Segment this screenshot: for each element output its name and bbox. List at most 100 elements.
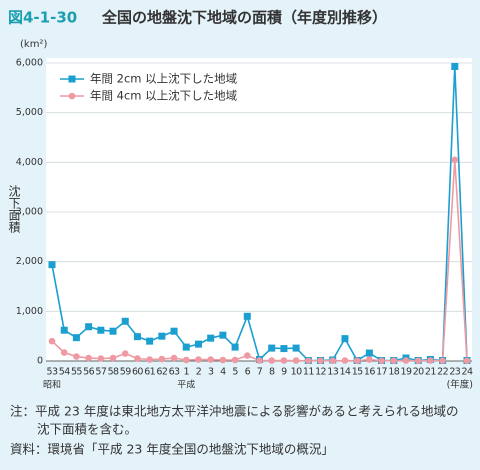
note: 沈下面積を含む。 [37,422,137,437]
x-tick-label: 23 [449,367,460,378]
x-tick-label: 3 [208,367,214,378]
marker [219,356,227,364]
x-tick-label: 12 [315,367,326,378]
marker [243,352,251,359]
marker [219,331,227,339]
x-tick-label: 63 [169,367,180,378]
marker [60,349,68,356]
marker [133,333,141,341]
marker [451,62,459,70]
x-tick-label: 59 [120,367,131,378]
x-tick-label: 14 [339,367,350,378]
marker [268,357,276,364]
y-axis-title: 沈下面積 [7,184,21,234]
x-tick-label: 20 [413,367,424,378]
marker [194,340,202,348]
x-tick-label: 2 [196,367,202,378]
legend-label: 年間 4cm 以上沈下した地域 [90,89,238,103]
era-label: 昭和 [43,380,61,391]
marker [158,355,166,363]
x-tick-label: 24 [462,367,473,378]
marker [48,337,56,345]
x-tick-label: 56 [83,367,94,378]
marker [48,261,56,269]
marker [365,349,373,357]
marker [146,337,154,345]
y-tick-label: 6,000 [16,58,43,69]
x-tick-label: 8 [269,367,275,378]
x-tick-label: 11 [303,367,314,378]
legend-marker [68,92,76,100]
marker [109,354,117,362]
marker [268,344,276,352]
marker [451,156,459,164]
x-tick-label: 13 [327,367,338,378]
x-tick-label: 22 [437,367,448,378]
marker [73,353,80,360]
marker [439,357,446,365]
note: 注：平成 23 年度は東北地方太平洋沖地震による影響があると考えられる地域の [10,404,458,419]
marker [97,326,105,334]
marker [366,356,373,363]
plot-area [46,58,472,361]
marker [414,357,422,365]
marker [146,356,153,363]
note: 資料：環境省「平成 23 年度全国の地盤沈下地域の概況」 [10,442,334,457]
marker [109,327,117,335]
figure-number: 図4-1-30 [8,9,77,27]
x-tick-label: 58 [108,367,119,378]
x-tick-label: 7 [257,367,263,378]
marker [195,356,202,363]
era-label: 平成 [177,379,195,391]
marker [390,357,398,365]
marker [182,356,190,364]
marker [170,327,178,335]
x-tick-label: 5 [232,367,238,378]
x-tick-label: 1 [184,367,190,378]
x-tick-label: 10 [291,367,302,378]
marker [121,350,129,357]
marker [85,323,93,331]
marker [317,357,324,365]
marker [353,357,361,365]
x-tick-label: 57 [95,367,106,378]
x-unit: (年度) [447,379,473,391]
marker [427,357,434,364]
marker [402,357,410,364]
marker [378,357,385,365]
marker [85,354,92,362]
x-tick-label: 18 [388,367,399,378]
marker [292,344,300,352]
x-tick-label: 53 [47,367,58,378]
x-tick-label: 55 [71,367,82,378]
marker [182,343,190,351]
marker [463,357,471,365]
y-tick-label: 1,000 [16,306,43,317]
legend-marker [68,75,76,83]
x-tick-label: 62 [156,367,167,378]
x-tick-label: 15 [352,367,363,378]
marker [341,335,349,343]
marker [341,357,349,364]
x-tick-label: 60 [132,367,143,378]
marker [158,332,166,340]
marker [134,355,141,362]
x-tick-label: 21 [425,367,436,378]
marker [72,334,80,342]
x-tick-label: 19 [401,367,412,378]
y-tick-label: 2,000 [16,256,43,267]
marker [207,334,215,342]
y-tick-label: 4,000 [16,157,43,168]
x-tick-label: 4 [220,367,226,378]
marker [329,357,337,365]
marker [97,355,105,362]
x-tick-label: 54 [59,367,70,378]
marker [60,326,68,334]
marker [231,356,239,364]
x-tick-label: 9 [281,367,287,378]
marker [121,317,129,325]
chart-title: 全国の地盤沈下地域の面積（年度別推移） [101,9,387,27]
marker [170,354,178,362]
unit: (km²) [20,39,47,50]
